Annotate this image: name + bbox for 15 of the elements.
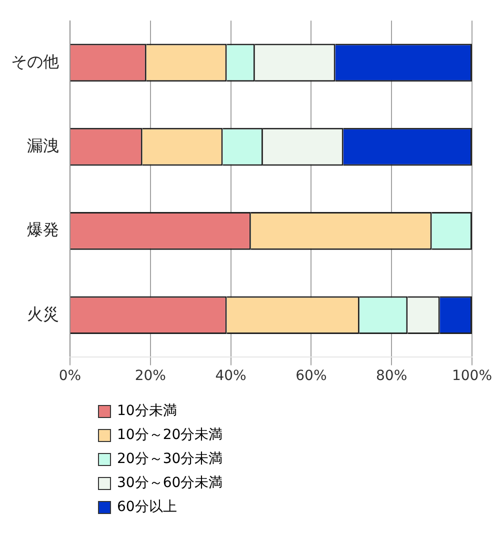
legend-label: 30分～60分未満 [117,474,223,492]
legend-label: 60分以上 [117,498,177,516]
legend-label: 10分未満 [117,402,177,420]
y-tick-label: 爆発 [27,220,59,240]
x-tick-label: 40% [215,368,246,384]
y-tick-label: 漏洩 [27,136,59,155]
x-tick-label: 60% [296,368,327,384]
x-tick-label: 80% [376,368,408,384]
y-tick-label: 火災 [27,304,59,324]
x-tick-label: 0% [58,368,82,384]
legend-label: 20分～30分未満 [117,450,223,468]
legend-label: 10分～20分未満 [117,426,223,444]
x-tick-label: 100% [452,368,492,384]
x-tick-label: 20% [134,368,166,384]
y-tick-label: その他 [11,52,59,71]
